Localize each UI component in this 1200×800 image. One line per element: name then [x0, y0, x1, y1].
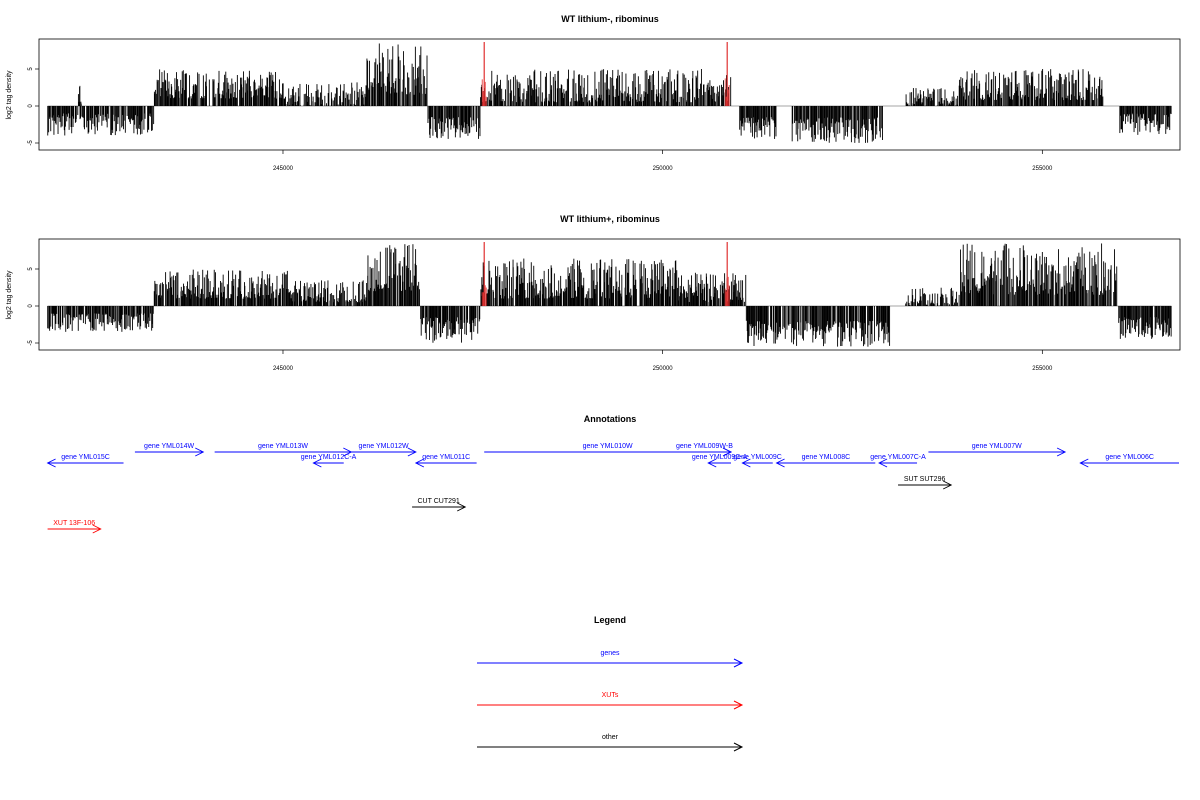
legend-item: XUTs: [477, 692, 744, 710]
annotation-feature: gene YML008C: [775, 454, 876, 468]
y-tick-label: 5: [28, 67, 34, 71]
track-panel-lithium-minus: WT lithium-, ribominus log2 tag density …: [6, 14, 1181, 172]
feature-label: gene YML008C: [802, 454, 851, 461]
x-tick-label: 245000: [273, 166, 294, 172]
arrow-head: [1079, 458, 1089, 468]
annotation-feature: gene YML009C-A: [692, 454, 748, 468]
arrow-head: [46, 458, 56, 468]
feature-label: gene YML006C: [1105, 454, 1154, 461]
x-tick-label: 255000: [1032, 366, 1053, 372]
annotations-title: Annotations: [584, 414, 637, 424]
y-axis-label: log2 tag density: [6, 270, 13, 320]
feature-label: gene YML010W: [583, 443, 633, 450]
x-tick-label: 250000: [653, 166, 674, 172]
feature-label: gene YML012C-A: [301, 454, 357, 461]
legend-item: genes: [477, 650, 744, 668]
legend-title: Legend: [594, 615, 626, 625]
feature-label: gene YML011C: [422, 454, 470, 461]
feature-label: gene YML007C-A: [870, 454, 926, 461]
arrow-head: [942, 480, 953, 490]
annotation-feature: SUT SUT296: [898, 476, 953, 490]
annotation-features: gene YML015C gene YML014W gene YML013W gene…: [46, 443, 1179, 534]
annotation-feature: gene YML007C-A: [870, 454, 926, 468]
annotation-feature: gene YML015C: [46, 454, 124, 468]
legend-panel: Legend genes XUTs other: [477, 615, 744, 752]
arrow-head: [741, 458, 751, 468]
annotation-feature: gene YML012W: [351, 443, 417, 457]
feature-label: SUT SUT296: [904, 476, 946, 483]
plot-frame: [38, 238, 1181, 351]
y-axis-label: log2 tag density: [6, 70, 13, 120]
plot-frame: [38, 38, 1181, 151]
annotation-feature: gene YML009W-B: [676, 443, 733, 457]
annotation-feature: gene YML009C: [733, 454, 782, 468]
axes-layer: -5 0 5 245000 250000 255000: [28, 67, 1053, 172]
feature-label: gene YML007W: [972, 443, 1022, 450]
feature-label: gene YML013W: [258, 443, 308, 450]
feature-label: XUT 13F-106: [53, 520, 95, 527]
bars-layer: [47, 242, 1172, 347]
annotation-feature: gene YML011C: [414, 454, 477, 468]
annotation-feature: gene YML006C: [1079, 454, 1179, 468]
arrow-head: [1056, 447, 1067, 457]
annotation-feature: gene YML012C-A: [301, 454, 357, 468]
arrow-head: [878, 458, 888, 468]
arrow-head: [722, 447, 732, 457]
axes-layer: -5 0 5 245000 250000 255000: [28, 267, 1053, 372]
y-tick-label: 0: [28, 304, 34, 308]
annotation-feature: gene YML007W: [928, 443, 1067, 457]
feature-label: gene YML009W-B: [676, 443, 733, 450]
x-tick-label: 245000: [273, 366, 294, 372]
x-tick-label: 255000: [1032, 166, 1053, 172]
legend-label: XUTs: [602, 692, 619, 699]
arrow-head: [312, 458, 322, 468]
annotation-feature: gene YML014W: [134, 443, 205, 457]
legend-item: other: [477, 734, 744, 752]
panel-title: WT lithium+, ribominus: [560, 214, 660, 224]
feature-label: gene YML012W: [359, 443, 409, 450]
arrow-head: [707, 458, 717, 468]
arrow-head: [733, 658, 744, 668]
y-tick-label: -5: [28, 140, 34, 146]
feature-label: gene YML014W: [144, 443, 194, 450]
y-tick-label: 0: [28, 104, 34, 108]
annotation-feature: CUT CUT291: [412, 498, 467, 512]
annotation-feature: XUT 13F-106: [47, 520, 102, 534]
arrow-head: [733, 742, 744, 752]
bars-layer: [47, 42, 1172, 143]
x-tick-label: 250000: [653, 366, 674, 372]
panel-title: WT lithium-, ribominus: [561, 14, 659, 24]
arrow-head: [457, 502, 467, 512]
y-tick-label: -5: [28, 340, 34, 346]
arrow-head: [733, 700, 744, 710]
arrow-head: [407, 447, 417, 457]
legend-label: other: [602, 734, 619, 741]
legend-items: genes XUTs other: [477, 650, 744, 752]
feature-label: gene YML009C: [733, 454, 782, 461]
arrow-head: [775, 458, 785, 468]
arrow-head: [195, 447, 205, 457]
y-tick-label: 5: [28, 267, 34, 271]
feature-label: gene YML015C: [61, 454, 110, 461]
feature-label: CUT CUT291: [418, 498, 460, 505]
feature-label: gene YML009C-A: [692, 454, 748, 461]
legend-label: genes: [600, 650, 620, 657]
track-panel-lithium-plus: WT lithium+, ribominus log2 tag density …: [6, 214, 1181, 372]
arrow-head: [414, 458, 425, 468]
arrow-head: [92, 524, 102, 534]
